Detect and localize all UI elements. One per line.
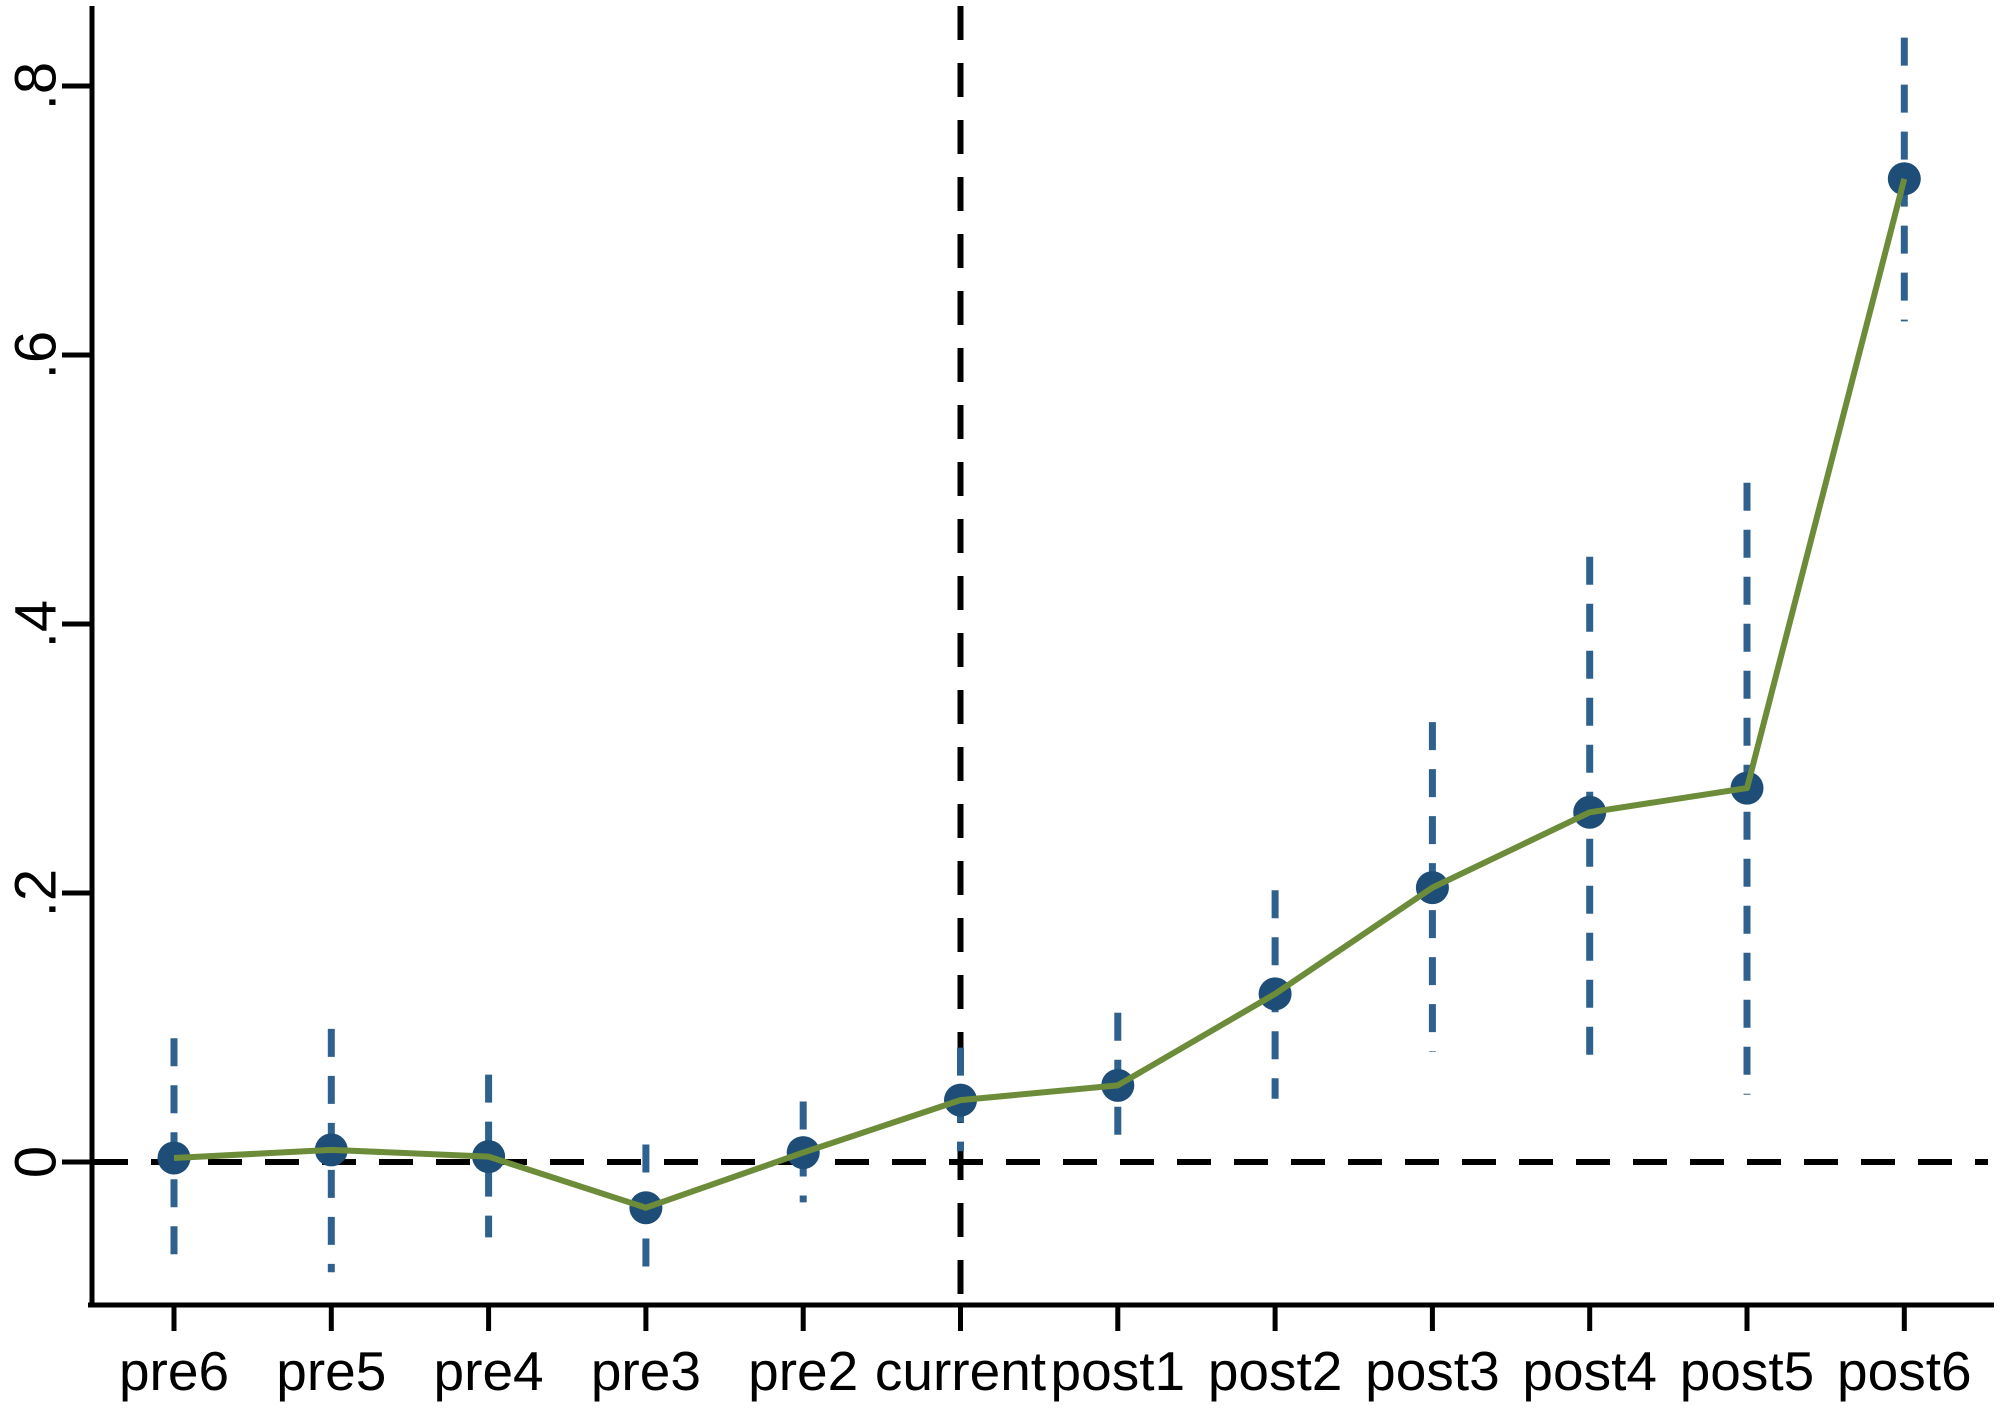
x-tick-label: pre3 bbox=[591, 1340, 701, 1402]
y-tick-label: 0 bbox=[4, 1146, 69, 1178]
estimate-line bbox=[173, 178, 1908, 1211]
y-tick-label: .8 bbox=[4, 62, 69, 110]
x-tick-label: pre2 bbox=[748, 1340, 858, 1402]
y-tick-label: .6 bbox=[4, 331, 69, 379]
x-tick-label: pre4 bbox=[434, 1340, 544, 1402]
x-tick-label: post4 bbox=[1522, 1340, 1657, 1402]
x-tick-label: post6 bbox=[1837, 1340, 1972, 1402]
y-tick-label: .4 bbox=[4, 600, 69, 648]
x-tick-label: post3 bbox=[1365, 1340, 1500, 1402]
x-tick-label: post2 bbox=[1208, 1340, 1343, 1402]
x-tick-label: post1 bbox=[1051, 1340, 1186, 1402]
x-tick-label: current bbox=[875, 1340, 1046, 1402]
x-tick-label: post5 bbox=[1680, 1340, 1815, 1402]
x-tick-label: pre6 bbox=[119, 1340, 229, 1402]
x-tick-label: pre5 bbox=[276, 1340, 386, 1402]
y-tick-label: .2 bbox=[4, 869, 69, 917]
